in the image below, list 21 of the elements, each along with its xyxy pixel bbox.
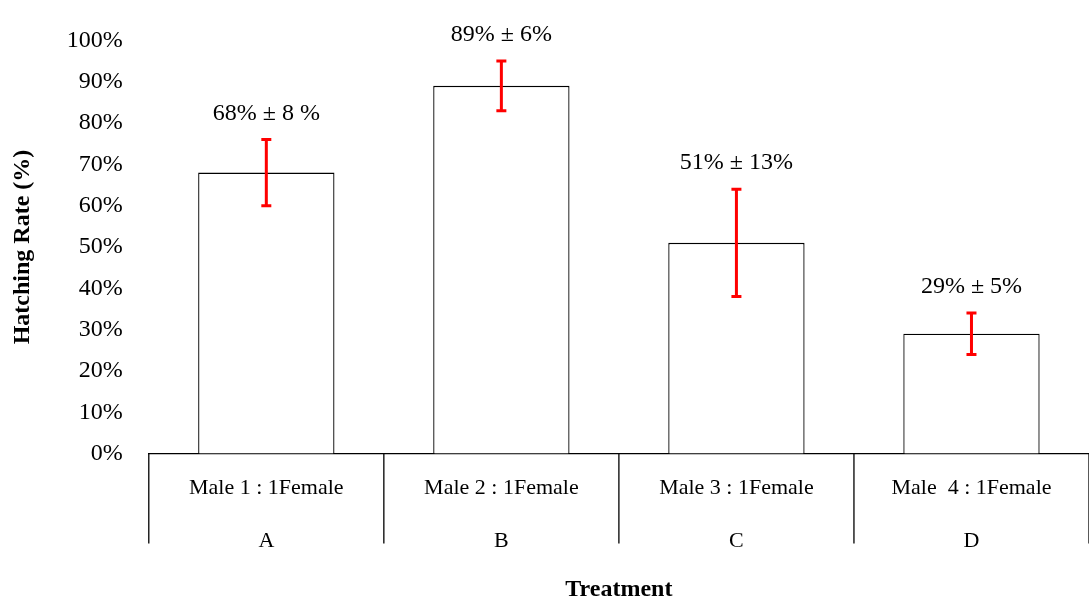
y-tick-label: 90% xyxy=(78,67,123,94)
y-tick-label: 30% xyxy=(78,314,123,341)
y-tick-label: 100% xyxy=(66,25,123,52)
x-axis-title: Treatment xyxy=(565,574,673,601)
data-label: 51% ± 13% xyxy=(679,148,794,175)
y-tick-label: 60% xyxy=(78,190,123,217)
y-tick-label: 0% xyxy=(90,438,123,465)
data-label: 29% ± 5% xyxy=(920,272,1023,299)
category-label: Male 1 : 1Female A xyxy=(189,473,344,552)
y-tick-label: 50% xyxy=(78,232,123,259)
category-label: Male 4 : 1Female D xyxy=(891,473,1052,552)
category-label: Male 2 : 1Female B xyxy=(424,473,579,552)
y-tick-label: 40% xyxy=(78,273,123,300)
y-tick-label: 70% xyxy=(78,149,123,176)
y-tick-label: 10% xyxy=(78,397,123,424)
data-label: 68% ± 8 % xyxy=(212,98,320,125)
data-label: 89% ± 6% xyxy=(450,20,552,47)
category-label: Male 3 : 1Female C xyxy=(659,473,814,552)
y-tick-label: 80% xyxy=(78,108,123,135)
y-axis-title: Hatching Rate (%) xyxy=(7,149,34,345)
y-tick-label: 20% xyxy=(78,356,123,383)
